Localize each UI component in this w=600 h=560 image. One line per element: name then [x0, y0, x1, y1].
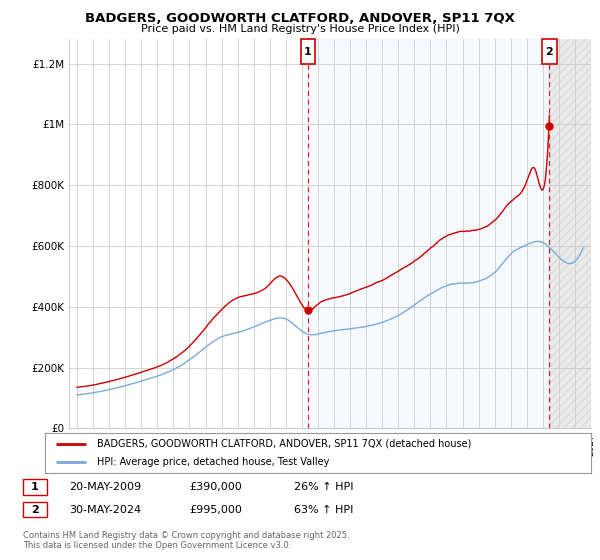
- Bar: [308, 39, 550, 428]
- Text: 20-MAY-2009: 20-MAY-2009: [69, 482, 141, 492]
- Bar: [550, 39, 600, 428]
- Text: 30-MAY-2024: 30-MAY-2024: [69, 505, 141, 515]
- Text: BADGERS, GOODWORTH CLATFORD, ANDOVER, SP11 7QX: BADGERS, GOODWORTH CLATFORD, ANDOVER, SP…: [85, 12, 515, 25]
- Text: 2: 2: [31, 505, 38, 515]
- Bar: [542, 39, 557, 64]
- Text: Contains HM Land Registry data © Crown copyright and database right 2025.
This d: Contains HM Land Registry data © Crown c…: [23, 531, 349, 550]
- Text: HPI: Average price, detached house, Test Valley: HPI: Average price, detached house, Test…: [97, 458, 329, 467]
- Text: 1: 1: [31, 482, 38, 492]
- Text: BADGERS, GOODWORTH CLATFORD, ANDOVER, SP11 7QX (detached house): BADGERS, GOODWORTH CLATFORD, ANDOVER, SP…: [97, 439, 471, 449]
- Bar: [301, 39, 316, 64]
- Text: 2: 2: [545, 47, 553, 57]
- Text: 63% ↑ HPI: 63% ↑ HPI: [294, 505, 353, 515]
- Text: £995,000: £995,000: [189, 505, 242, 515]
- Text: Price paid vs. HM Land Registry's House Price Index (HPI): Price paid vs. HM Land Registry's House …: [140, 24, 460, 34]
- Text: 1: 1: [304, 47, 312, 57]
- Text: £390,000: £390,000: [189, 482, 242, 492]
- Text: 26% ↑ HPI: 26% ↑ HPI: [294, 482, 353, 492]
